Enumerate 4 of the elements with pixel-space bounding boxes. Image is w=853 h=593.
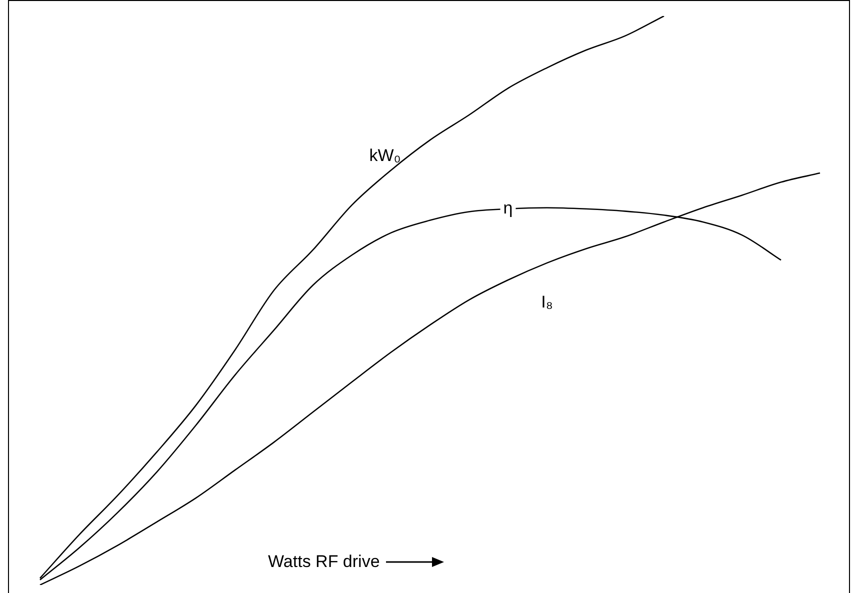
series-label: I₈ bbox=[541, 292, 553, 312]
x-axis-title: Watts RF drive bbox=[268, 552, 380, 572]
series-label: kW₀ bbox=[369, 146, 401, 165]
series-label: η bbox=[503, 198, 513, 218]
